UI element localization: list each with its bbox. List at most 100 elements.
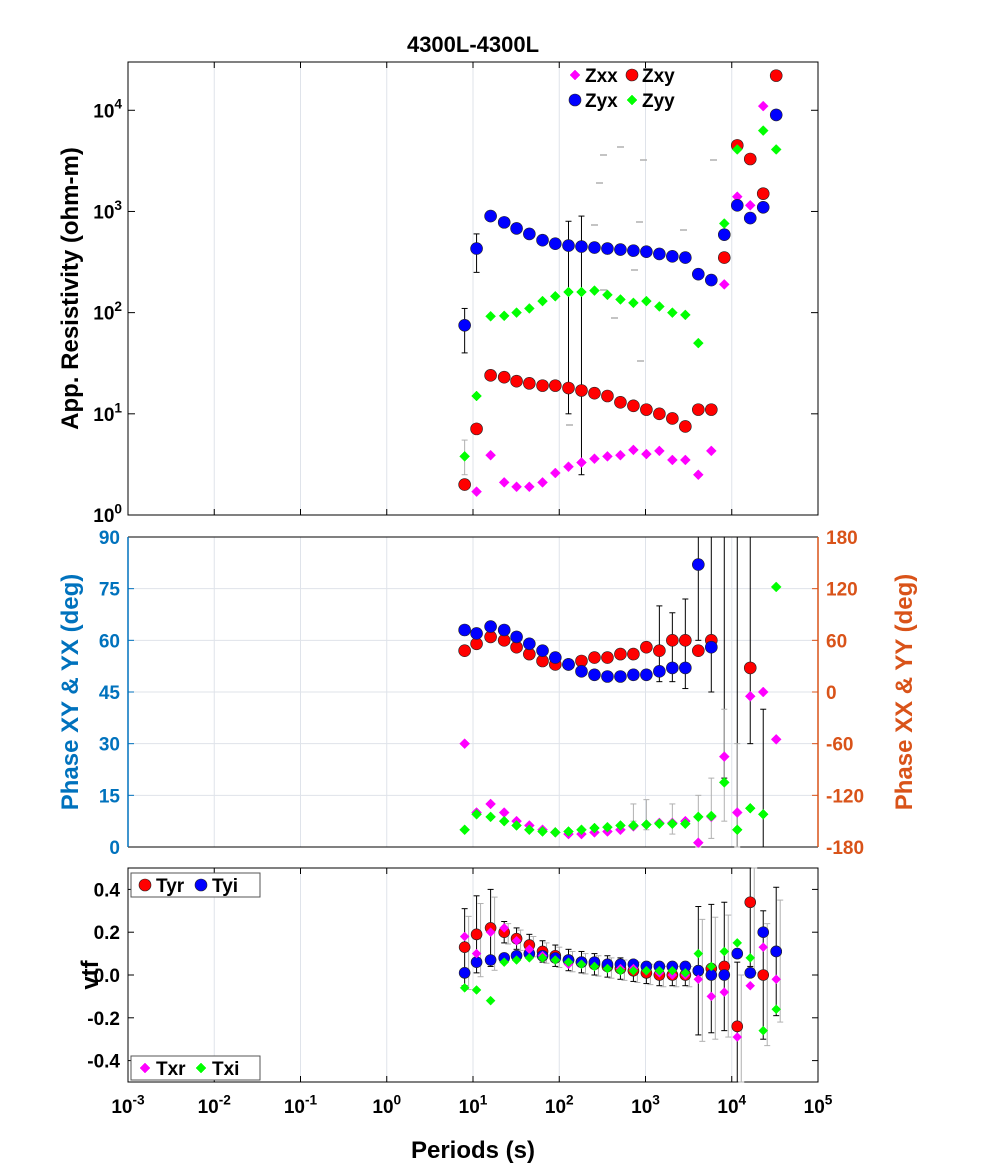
zyx-point [588,241,601,254]
tipper-x-tick-label: 104 [717,1092,746,1118]
tipper-x-tick-label: 10-3 [111,1092,145,1118]
legend-marker-zxx [569,69,581,81]
tipper-txi-point [563,957,574,968]
zyy-point [459,450,470,462]
phase-xy-point [679,634,692,647]
phase-left-tick-label: 75 [99,580,121,601]
phase-yy-point [654,818,665,830]
tipper-txi-point [471,985,482,995]
zyy-point [549,290,561,302]
phase-yx-point [470,627,483,640]
tipper-txr-point [732,1032,743,1042]
legend-marker-tyi [194,878,208,892]
phase-yy-point [485,811,496,823]
phase-right-tick-label: -120 [826,786,864,807]
tipper-txi-point [537,953,548,963]
legend-label-txr: Txr [156,1059,186,1080]
tipper-tyi-point [744,967,757,979]
phase-yy-point [589,822,600,834]
tipper-y-tick-label: -0.2 [87,1009,120,1030]
phase-xy-point [666,634,679,647]
zyx-point [769,108,783,122]
zyx-point [536,233,549,247]
tipper-txr-point [485,927,496,938]
zxx-point [744,199,756,211]
phase-yx-point [640,668,653,682]
phase-yy-point [615,820,626,831]
phase-yx-point [484,620,497,633]
phase-xy-point [627,647,640,661]
tipper-txi-point [771,1004,782,1015]
zxx-point [549,467,561,479]
phase-yx-point [666,661,679,675]
phase-right-tick-label: 0 [826,683,837,704]
phase-yy-point [537,826,548,837]
zxx-point [498,477,510,488]
phase-yx-point [627,668,640,682]
phase-xy-point [458,644,471,657]
tipper-txi-point [550,955,561,965]
phase-right-label: Phase XX & YY (deg) [891,574,918,811]
zxy-point [743,152,757,166]
tipper-txi-point [680,968,691,978]
zyy-point [654,301,665,312]
phase-yy-point [628,820,639,831]
phase-yy-point [641,819,652,830]
tipper-txi-point [706,961,717,972]
phase-yy-point [679,818,691,830]
legend-marker-zyy [626,94,638,106]
phase-yy-point [744,802,756,814]
tipper-tyi-point [770,945,783,958]
tipper-tyr-point [757,969,770,981]
zyy-point [498,310,510,322]
tipper-y-label: vtf [77,959,104,989]
tipper-x-tick-label: 101 [459,1092,488,1118]
phase-xy-point [653,644,666,657]
tipper-tyi-point [484,954,497,966]
zyy-point [485,310,496,322]
tipper-txr-point [511,935,522,946]
zyx-point [510,222,523,235]
tipper-txi-point [745,953,756,963]
phase-yx-point [679,661,692,675]
zxx-point [654,445,665,457]
tipper-txi-point [524,953,535,963]
phase-yy-point [757,808,769,820]
zxx-point [576,457,587,468]
phase-xy-point [743,661,757,675]
phase-left-tick-label: 30 [99,735,120,756]
phase-yx-point [497,623,511,637]
zxx-point [589,453,600,465]
resistivity-y-tick-label: 104 [93,97,122,123]
phase-xx-point [757,686,769,698]
phase-xx-point [770,734,782,745]
phase-yy-point [718,777,730,788]
zyy-point [770,144,782,155]
zxx-point [511,481,522,493]
legend-marker-txr [139,1062,151,1074]
phase-yx-point [575,665,588,678]
tipper-txi-point [499,957,510,968]
tipper-txr-point [706,991,717,1002]
zxy-point [614,395,627,409]
phase-yx-point [588,668,601,682]
zxx-point [485,449,496,461]
tipper-tyi-point [718,969,731,981]
zyy-point [757,125,769,136]
tipper-txi-point [615,965,626,976]
zyx-point [470,242,483,255]
tipper-x-tick-label: 100 [372,1092,401,1118]
tipper-tyr-point [731,1020,744,1033]
zxy-point [510,374,523,388]
phase-xx-point [744,690,756,702]
zyx-point [458,318,471,332]
tipper-txr-point [693,974,704,985]
zyy-point [589,285,600,296]
tipper-tyr-point [744,896,757,909]
phase-yy-point [576,824,587,836]
tipper-legend-top: Tyr Tyi [130,872,261,898]
zyy-point [563,286,574,298]
zyy-point [471,390,482,402]
resistivity-legend: Zxx Zxy Zyx Zyy [568,66,675,112]
zyx-point [601,242,614,255]
